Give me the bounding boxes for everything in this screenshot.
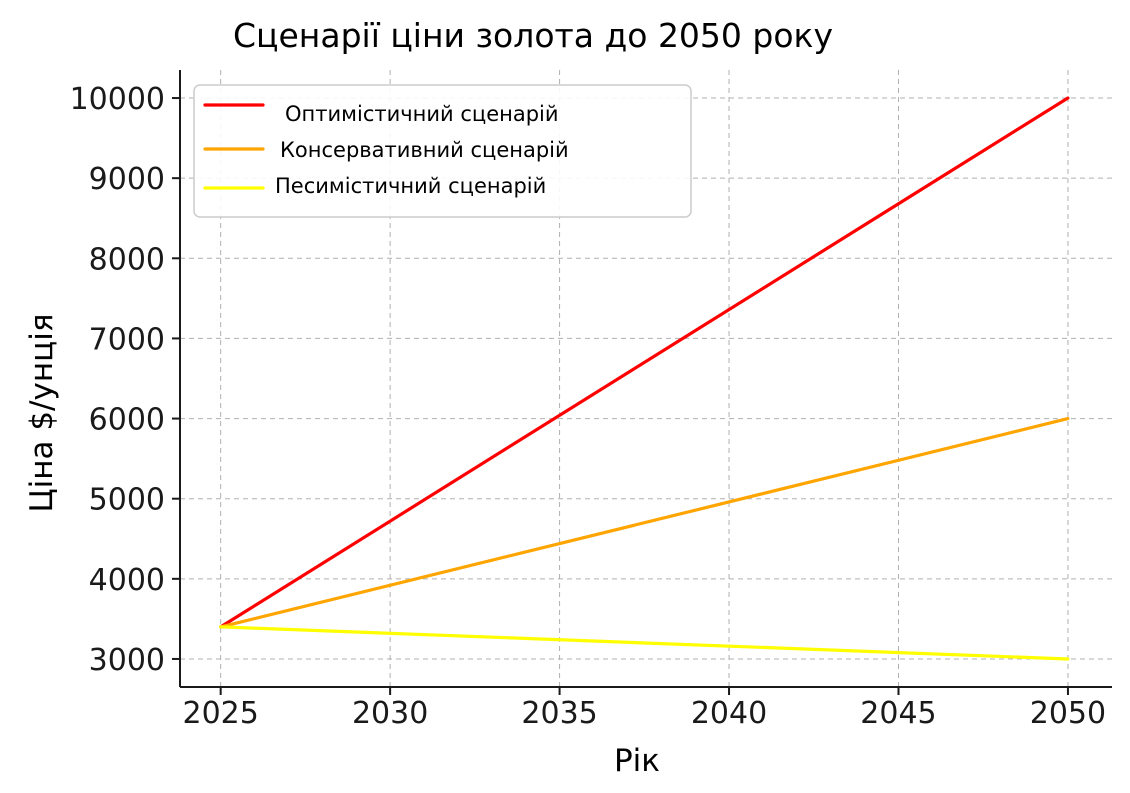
legend: Оптимістичний сценарій Консервативний сц… (193, 84, 692, 218)
series-line-conservative (219, 417, 1070, 629)
chart-title: Сценарії ціни золота до 2050 року (233, 16, 833, 55)
series-line-pessimistic (219, 625, 1070, 661)
legend-box (193, 84, 692, 218)
legend-label-optimistic: Оптимістичний сценарій (285, 102, 559, 126)
legend-label-conservative: Консервативний сценарій (280, 138, 569, 162)
x-axis-ticks: 2025 2030 2035 2040 2045 2050 (182, 687, 1106, 731)
y-tick-label-7000: 7000 (89, 322, 165, 357)
y-tick-label-3000: 3000 (89, 643, 165, 678)
y-axis-ticks: 3000 4000 5000 6000 7000 8000 9000 10000 (70, 82, 180, 678)
y-axis-label: Ціна $/унція (24, 314, 60, 513)
y-tick-label-10000: 10000 (70, 82, 165, 117)
x-tick-label-2050: 2050 (1030, 696, 1106, 731)
y-tick-label-6000: 6000 (89, 403, 165, 438)
y-tick-label-5000: 5000 (89, 483, 165, 518)
x-tick-label-2040: 2040 (691, 696, 767, 731)
legend-label-pessimistic: Песимістичний сценарій (275, 174, 546, 198)
x-tick-label-2045: 2045 (860, 696, 936, 731)
x-tick-label-2030: 2030 (352, 696, 428, 731)
x-tick-label-2025: 2025 (182, 696, 258, 731)
series-layer (219, 96, 1070, 661)
series-line-optimistic (219, 96, 1070, 629)
y-tick-label-4000: 4000 (89, 563, 165, 598)
x-tick-label-2035: 2035 (521, 696, 597, 731)
y-tick-label-9000: 9000 (89, 162, 165, 197)
x-axis-label: Рік (614, 743, 660, 779)
axes-spines (179, 70, 1112, 688)
y-tick-label-8000: 8000 (89, 242, 165, 277)
